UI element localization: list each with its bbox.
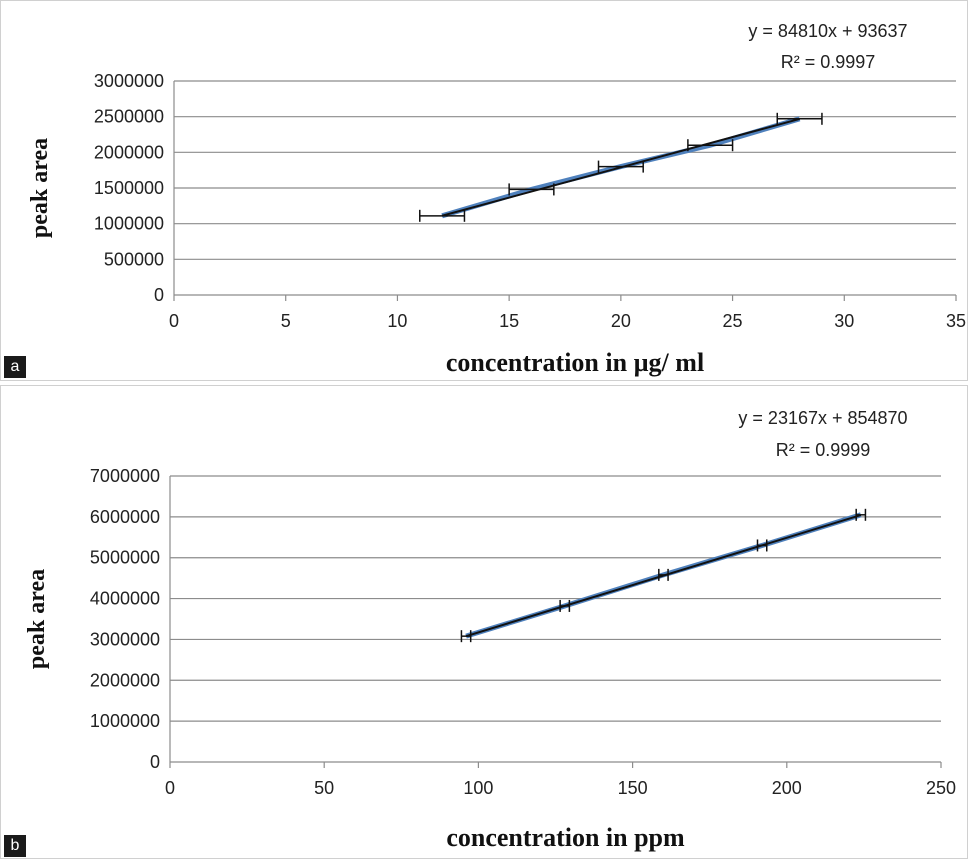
calibration-chart-a: 0 500000 1000000 1500000 2000000 2500000 30000… <box>27 21 966 377</box>
x-tick-label: 35 <box>946 311 966 331</box>
x-tick-label: 30 <box>834 311 854 331</box>
y-tick-label: 2000000 <box>90 670 160 690</box>
x-tick-label: 20 <box>611 311 631 331</box>
x-tick-label: 250 <box>926 778 956 798</box>
r-squared-label: R² = 0.9999 <box>776 440 871 460</box>
y-tick-label: 1500000 <box>94 178 164 198</box>
y-tick-label: 7000000 <box>90 466 160 486</box>
x-tick-label: 25 <box>723 311 743 331</box>
chart-panel-a: 0 500000 1000000 1500000 2000000 2500000 30000… <box>0 0 968 381</box>
y-tick-label: 4000000 <box>90 589 160 609</box>
y-tick-label: 6000000 <box>90 507 160 527</box>
x-tick-label: 200 <box>772 778 802 798</box>
chart-panel-b: 0 1000000 2000000 3000000 4000000 5000000 6000… <box>0 385 968 859</box>
panel-label-a: a <box>4 356 26 378</box>
trendline-equation: y = 84810x + 93637 <box>748 21 907 41</box>
x-tick-label: 150 <box>618 778 648 798</box>
y-tick-label: 3000000 <box>94 71 164 91</box>
y-tick-label: 1000000 <box>90 711 160 731</box>
y-tick-label: 500000 <box>104 249 164 269</box>
r-squared-label: R² = 0.9997 <box>781 52 876 72</box>
y-tick-label: 2500000 <box>94 107 164 127</box>
x-tick-label: 0 <box>169 311 179 331</box>
linear-trendline <box>465 514 862 638</box>
y-axis-title: peak area <box>27 138 53 238</box>
x-tick-label: 100 <box>463 778 493 798</box>
y-axis-title: peak area <box>24 569 50 669</box>
y-tick-label: 0 <box>150 752 160 772</box>
x-tick-label: 15 <box>499 311 519 331</box>
y-tick-label: 2000000 <box>94 142 164 162</box>
x-tick-label: 5 <box>281 311 291 331</box>
y-tick-label: 5000000 <box>90 548 160 568</box>
y-tick-label: 0 <box>154 285 164 305</box>
panel-label-b: b <box>4 835 26 857</box>
x-tick-label: 0 <box>165 778 175 798</box>
x-tick-label: 10 <box>387 311 407 331</box>
y-tick-label: 1000000 <box>94 214 164 234</box>
y-tick-label: 3000000 <box>90 629 160 649</box>
x-axis-title: concentration in µg/ ml <box>446 348 704 377</box>
trendline-equation: y = 23167x + 854870 <box>738 408 907 428</box>
calibration-chart-b: 0 1000000 2000000 3000000 4000000 5000000 6000… <box>24 408 956 852</box>
x-axis-title: concentration in ppm <box>446 823 685 852</box>
x-tick-label: 50 <box>314 778 334 798</box>
